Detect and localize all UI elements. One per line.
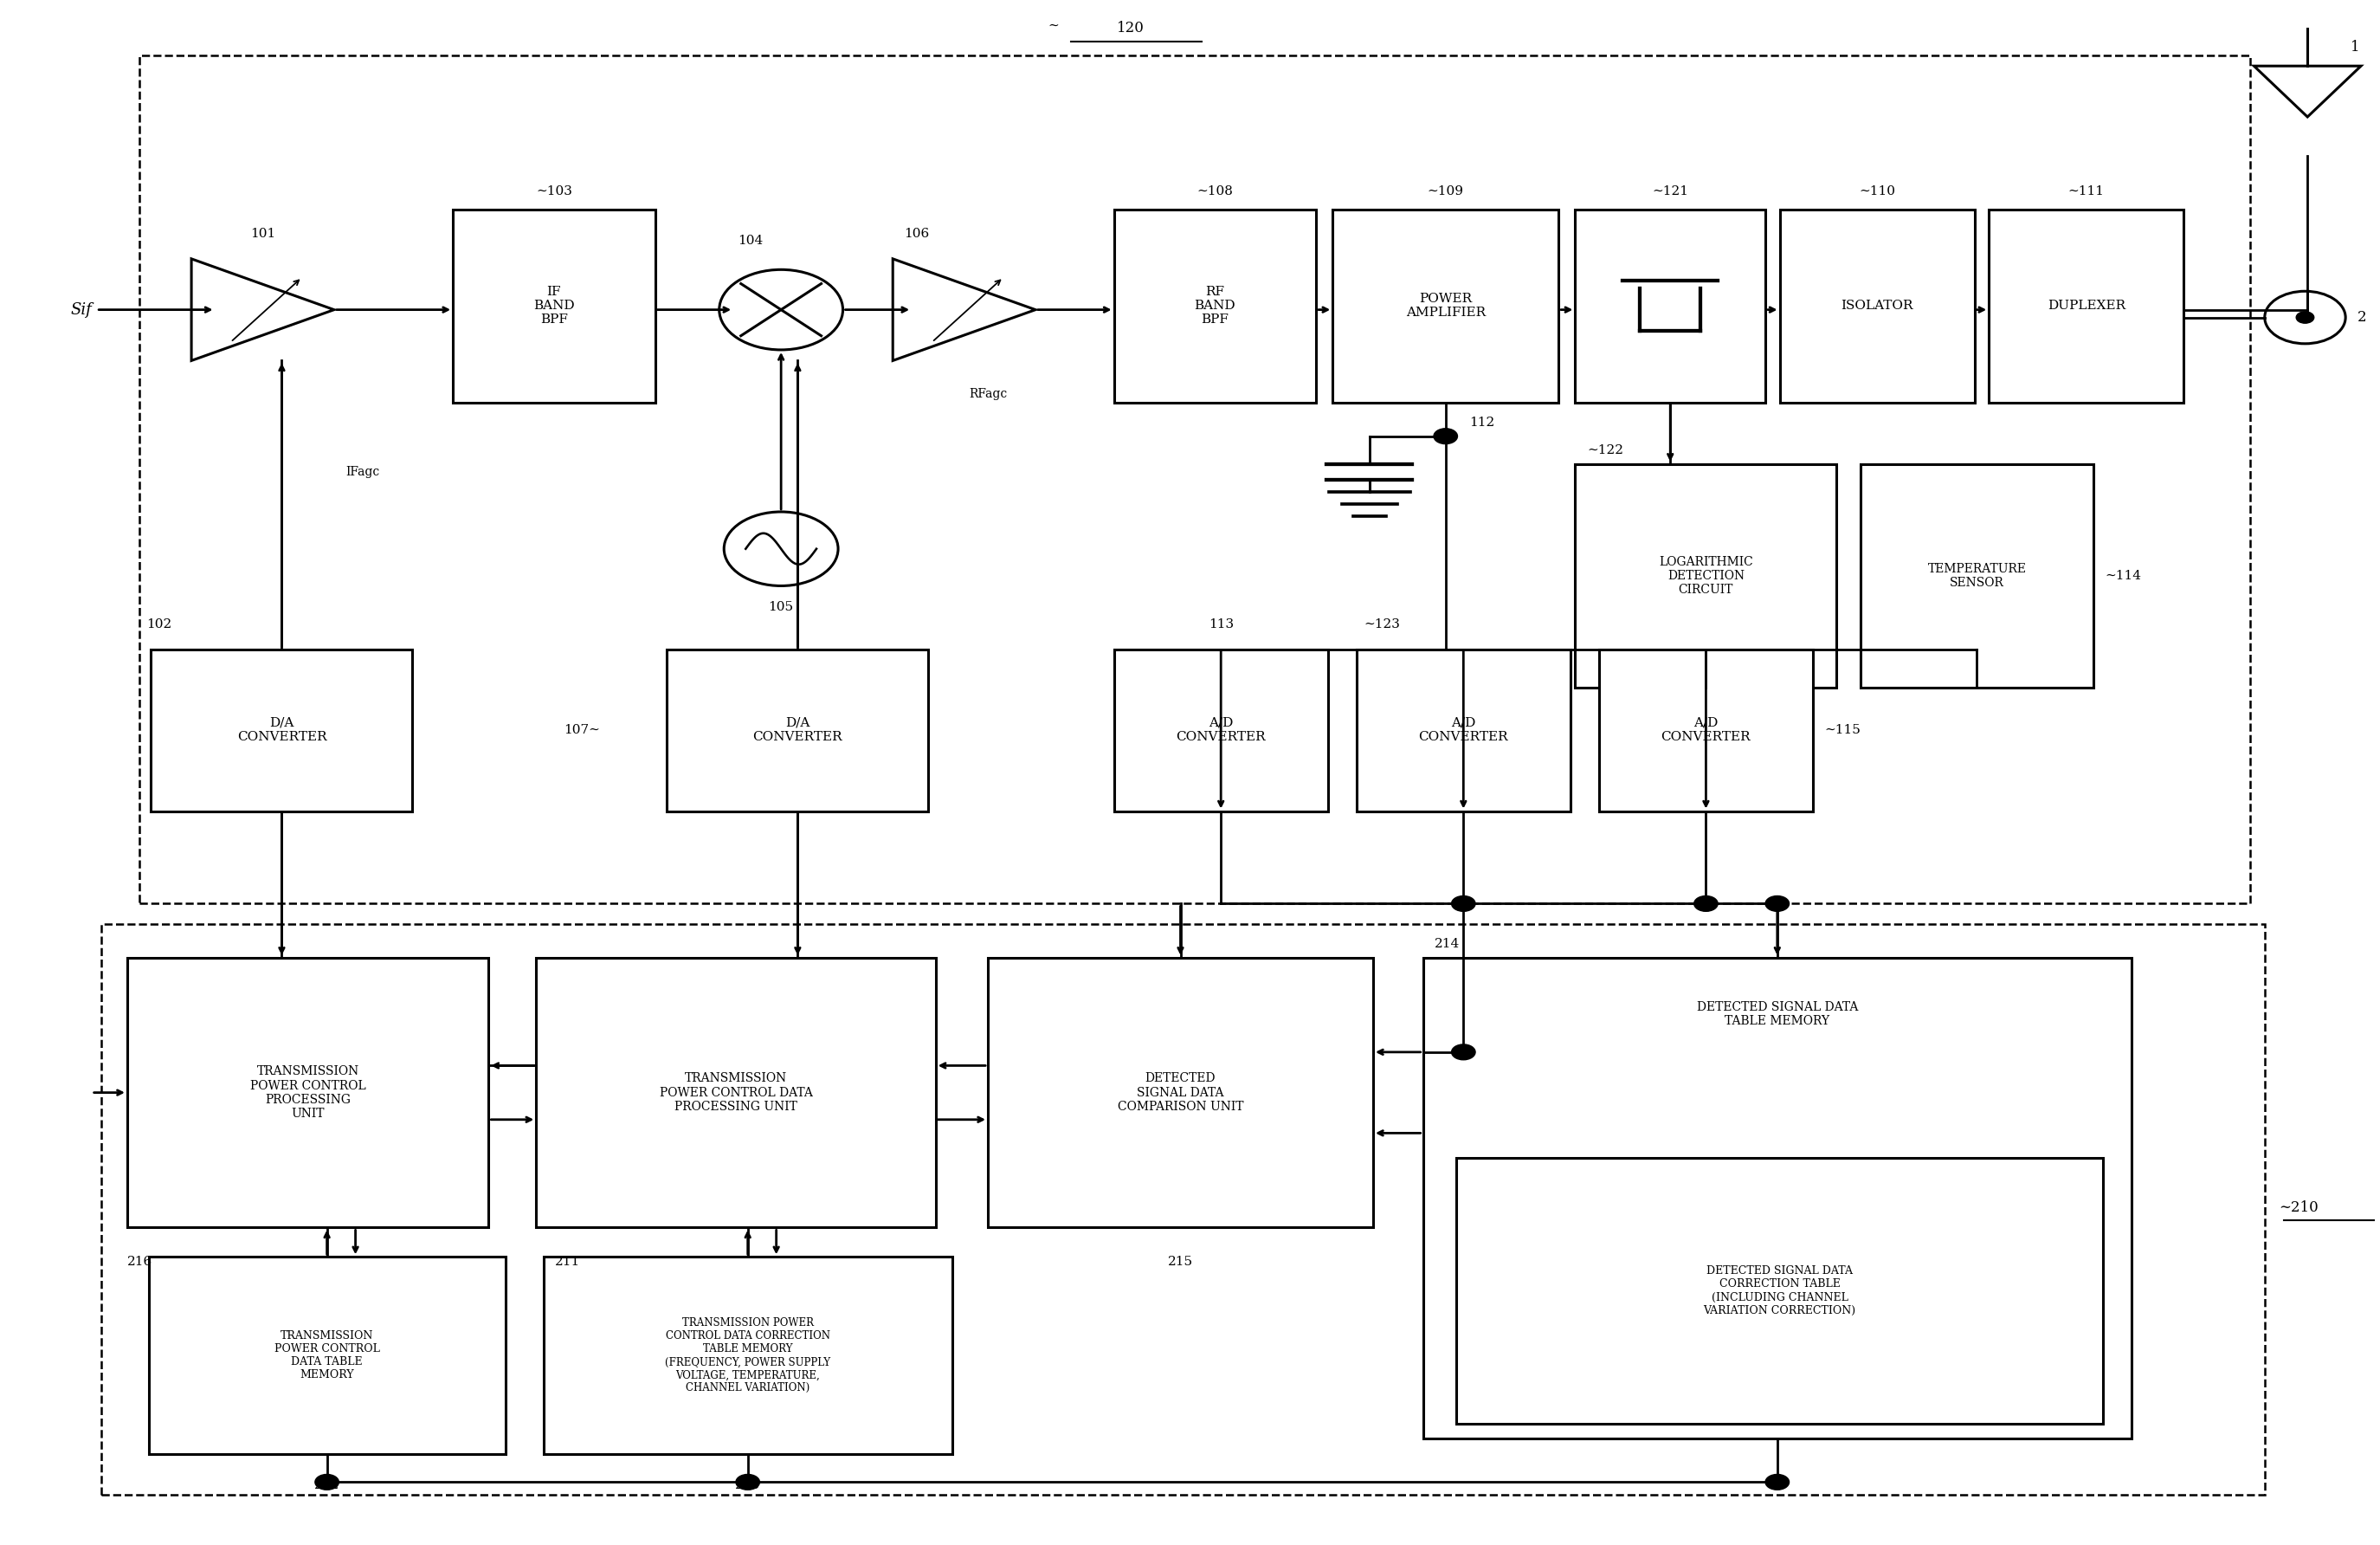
Circle shape (1452, 1044, 1476, 1060)
Text: 102: 102 (145, 618, 171, 630)
Bar (1780, 210, 1975, 402)
Text: ISOLATOR: ISOLATOR (1842, 300, 1914, 312)
Bar (1599, 649, 1814, 811)
Bar (126, 958, 488, 1228)
Bar (1357, 649, 1571, 811)
Text: 1: 1 (2351, 40, 2359, 54)
Bar (536, 958, 935, 1228)
Bar (452, 210, 655, 402)
Text: 212: 212 (314, 1479, 340, 1491)
Text: 215: 215 (1169, 1256, 1192, 1267)
Text: D/A
CONVERTER: D/A CONVERTER (752, 717, 843, 743)
Text: ∼122: ∼122 (1587, 443, 1623, 456)
Text: DETECTED
SIGNAL DATA
COMPARISON UNIT: DETECTED SIGNAL DATA COMPARISON UNIT (1119, 1072, 1242, 1112)
Text: RF
BAND
BPF: RF BAND BPF (1195, 286, 1235, 326)
Circle shape (314, 1474, 338, 1489)
Text: 112: 112 (1468, 416, 1495, 428)
Text: 2: 2 (2359, 311, 2366, 324)
Circle shape (735, 1474, 759, 1489)
Text: 216: 216 (126, 1256, 152, 1267)
Text: DETECTED SIGNAL DATA
CORRECTION TABLE
(INCLUDING CHANNEL
VARIATION CORRECTION): DETECTED SIGNAL DATA CORRECTION TABLE (I… (1704, 1265, 1856, 1316)
Bar (988, 958, 1373, 1228)
Text: ∼110: ∼110 (1859, 185, 1894, 198)
Text: A/D
CONVERTER: A/D CONVERTER (1418, 717, 1509, 743)
Bar (1457, 1159, 2104, 1423)
Text: 211: 211 (555, 1256, 581, 1267)
Text: DUPLEXER: DUPLEXER (2047, 300, 2125, 312)
Circle shape (1695, 896, 1718, 912)
Circle shape (2297, 312, 2313, 323)
Bar (148, 1258, 505, 1454)
Text: A/D
CONVERTER: A/D CONVERTER (1661, 717, 1752, 743)
Text: TRANSMISSION
POWER CONTROL
DATA TABLE
MEMORY: TRANSMISSION POWER CONTROL DATA TABLE ME… (274, 1330, 381, 1381)
Bar (543, 1258, 952, 1454)
Text: 107∼: 107∼ (564, 725, 600, 735)
Circle shape (1766, 1474, 1790, 1489)
Text: TRANSMISSION
POWER CONTROL
PROCESSING
UNIT: TRANSMISSION POWER CONTROL PROCESSING UN… (250, 1066, 367, 1120)
Bar (100, 924, 2266, 1494)
Bar (666, 649, 928, 811)
Text: IF
BAND
BPF: IF BAND BPF (533, 286, 574, 326)
Bar (138, 56, 2251, 904)
Text: 213: 213 (735, 1479, 759, 1491)
Text: 101: 101 (250, 229, 276, 241)
Bar (1861, 463, 2094, 688)
Text: TRANSMISSION
POWER CONTROL DATA
PROCESSING UNIT: TRANSMISSION POWER CONTROL DATA PROCESSI… (659, 1072, 812, 1112)
Text: ∼108: ∼108 (1197, 185, 1233, 198)
Text: 105: 105 (769, 601, 793, 613)
Text: 113: 113 (1209, 618, 1233, 630)
Bar (1114, 210, 1316, 402)
Bar (150, 649, 412, 811)
Text: IFagc: IFagc (345, 465, 378, 477)
Text: ∼121: ∼121 (1652, 185, 1687, 198)
Text: DETECTED SIGNAL DATA
TABLE MEMORY: DETECTED SIGNAL DATA TABLE MEMORY (1697, 1001, 1859, 1027)
Text: ∼109: ∼109 (1428, 185, 1464, 198)
Text: ∼: ∼ (1047, 20, 1059, 32)
Text: RFagc: RFagc (969, 388, 1007, 400)
Text: A/D
CONVERTER: A/D CONVERTER (1176, 717, 1266, 743)
Circle shape (1766, 896, 1790, 912)
Bar (1333, 210, 1559, 402)
Text: 120: 120 (1116, 20, 1145, 36)
Text: 214: 214 (1435, 938, 1461, 950)
Circle shape (1452, 896, 1476, 912)
Bar (1423, 958, 2132, 1438)
Text: ∼114: ∼114 (2106, 570, 2142, 582)
Bar (1990, 210, 2185, 402)
Text: TEMPERATURE
SENSOR: TEMPERATURE SENSOR (1928, 562, 2025, 589)
Bar (1576, 210, 1766, 402)
Text: POWER
AMPLIFIER: POWER AMPLIFIER (1407, 294, 1485, 318)
Text: TRANSMISSION POWER
CONTROL DATA CORRECTION
TABLE MEMORY
(FREQUENCY, POWER SUPPLY: TRANSMISSION POWER CONTROL DATA CORRECTI… (664, 1318, 831, 1394)
Text: 104: 104 (738, 235, 764, 247)
Text: ∼210: ∼210 (2280, 1200, 2318, 1214)
Text: D/A
CONVERTER: D/A CONVERTER (238, 717, 326, 743)
Text: ∼111: ∼111 (2068, 185, 2104, 198)
Circle shape (1433, 428, 1457, 443)
Text: ∼123: ∼123 (1364, 618, 1399, 630)
Bar (1114, 649, 1328, 811)
Text: ∼103: ∼103 (536, 185, 571, 198)
Bar (1576, 463, 1837, 688)
Text: 106: 106 (904, 229, 928, 241)
Text: ∼115: ∼115 (1825, 725, 1861, 735)
Text: Sif: Sif (69, 301, 90, 318)
Text: LOGARITHMIC
DETECTION
CIRCUIT: LOGARITHMIC DETECTION CIRCUIT (1659, 556, 1754, 596)
